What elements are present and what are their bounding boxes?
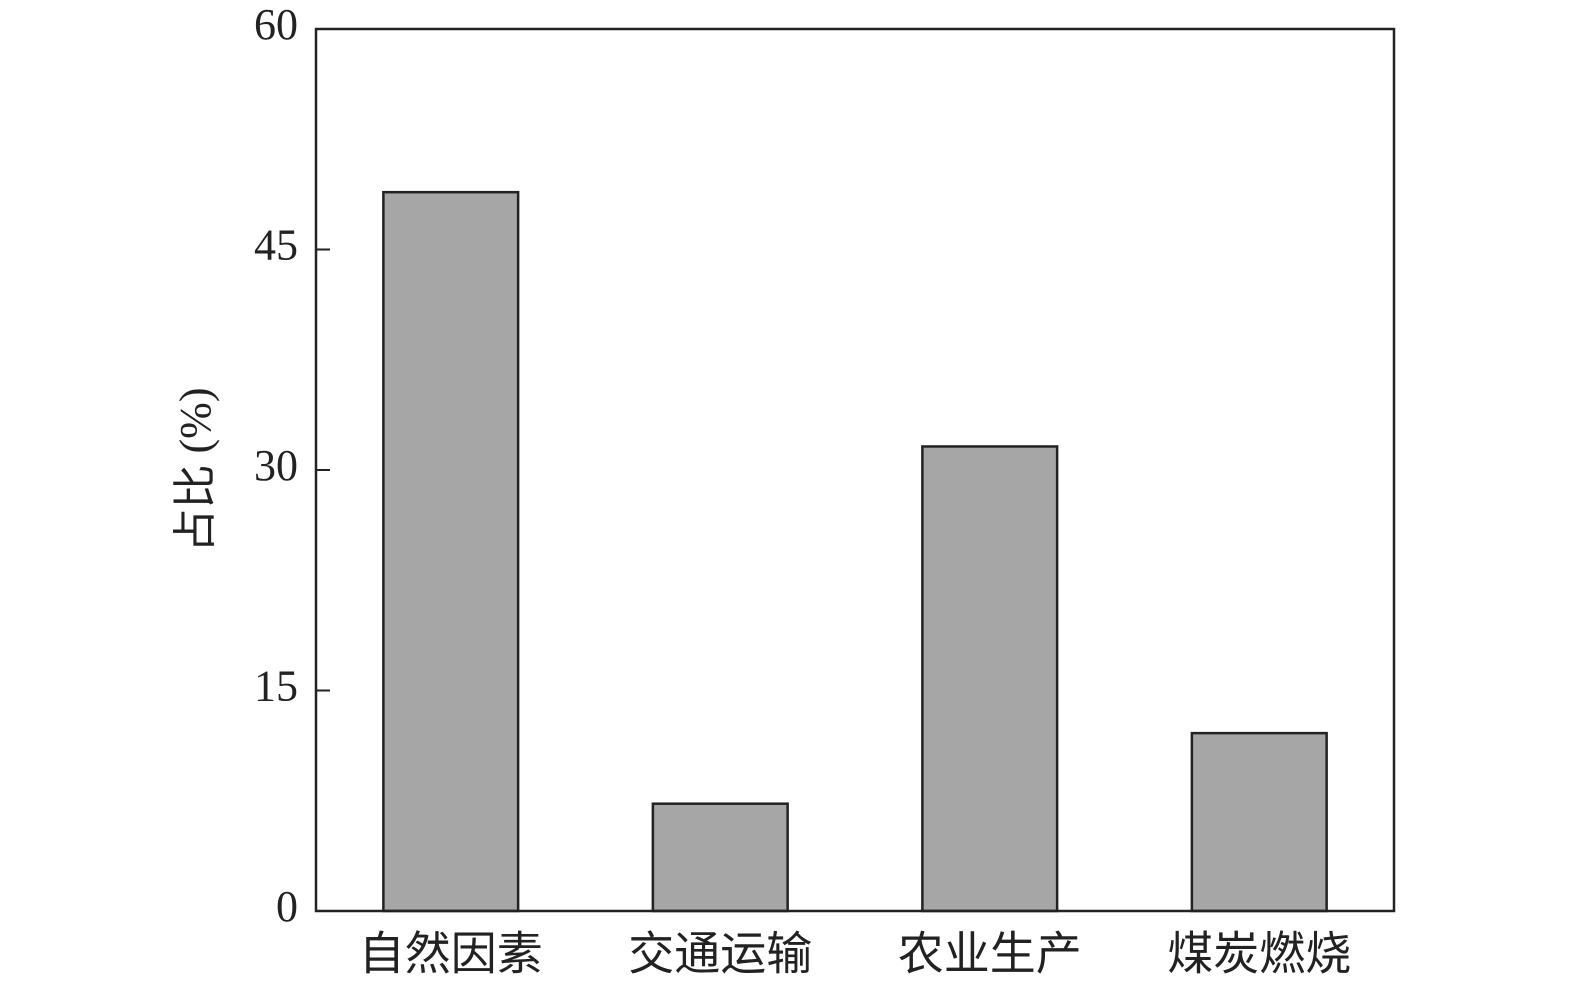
plot-frame [314,27,1396,913]
y-tick-label: 30 [254,441,298,490]
x-tick-label: 自然因素 [359,929,543,980]
y-tick-label: 45 [254,221,298,270]
bar [382,190,520,913]
x-tick-label: 煤炭燃烧 [1167,929,1351,980]
bar [921,445,1059,913]
y-tick-label: 15 [254,662,298,711]
bar [651,802,789,913]
x-tick-label: 交通运输 [628,929,812,980]
bar [1190,731,1328,913]
y-tick-label: 0 [276,882,298,931]
y-axis-label: 占比 (%) [171,388,220,553]
y-tick-label: 60 [254,0,298,49]
x-tick-label: 农业生产 [898,929,1082,980]
